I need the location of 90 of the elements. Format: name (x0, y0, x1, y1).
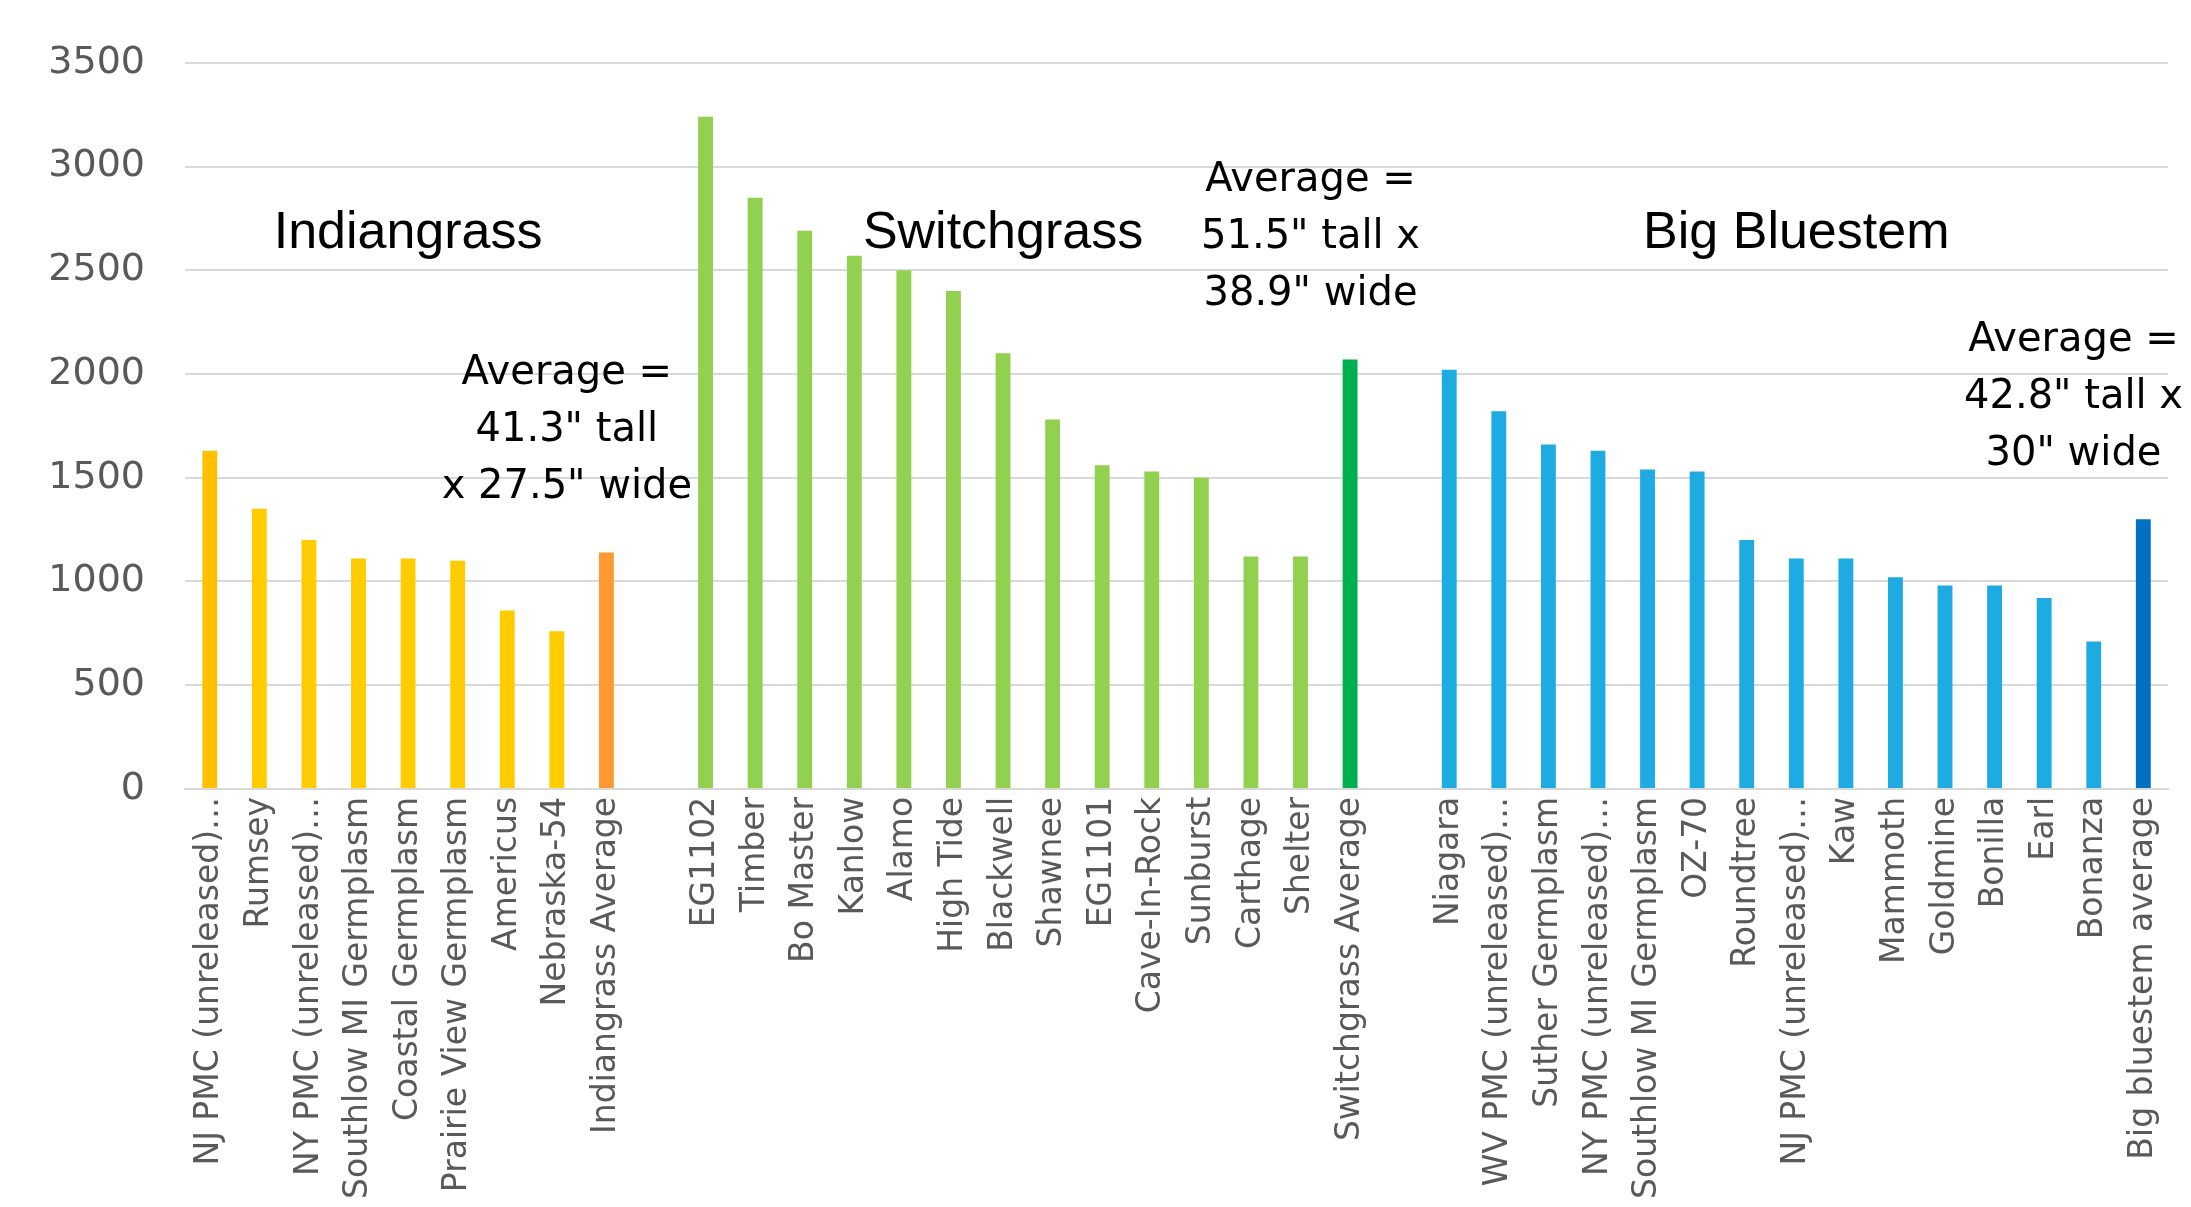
bar (698, 116, 713, 788)
bar (1888, 577, 1903, 788)
bar (1640, 469, 1655, 788)
bar (846, 255, 862, 788)
y-tick-label: 1500 (48, 452, 145, 497)
x-tick-label: Mammoth (1873, 796, 1913, 964)
x-tick-label: Goldmine (1922, 796, 1962, 956)
bar (549, 631, 565, 788)
bar (1689, 471, 1705, 788)
bar (1590, 450, 1606, 788)
x-tick-label: EG1102 (683, 796, 723, 928)
annotation: Switchgrass (862, 200, 1144, 259)
x-tick-label: Sunburst (1178, 796, 1218, 946)
x-tick-label: Americus (484, 796, 524, 951)
bar (2036, 598, 2052, 788)
bar (1045, 419, 1061, 788)
bar (1094, 465, 1110, 788)
annotation: Big Bluestem (1643, 200, 1950, 259)
bar (1838, 558, 1854, 788)
x-tick-label: NY PMC (unreleased)… (1575, 796, 1615, 1176)
bar (2135, 519, 2151, 788)
bar (499, 610, 515, 788)
annotation: Average = 51.5" tall x 38.9" wide (1201, 153, 1420, 314)
bar (946, 291, 961, 788)
x-tick-label: Indiangrass Average (583, 796, 623, 1134)
bar (351, 558, 366, 788)
bar (251, 508, 267, 788)
bar (1243, 556, 1259, 788)
x-tick-label: EG1101 (1079, 796, 1119, 928)
y-tick-label: 2500 (48, 245, 145, 290)
x-tick-label: Shawnee (1030, 796, 1070, 948)
bar (202, 450, 218, 788)
x-tick-label: Southlow MI Germplasm (336, 796, 376, 1199)
bar (1441, 369, 1457, 788)
annotation: Average = 42.8" tall x 30" wide (1964, 313, 2183, 474)
x-tick-label: Kanlow (831, 796, 871, 916)
bar (1739, 539, 1755, 788)
bar (1193, 477, 1209, 788)
x-tick-label: Shelter (1278, 796, 1318, 916)
x-tick-label: Switchgrass Average (1327, 796, 1367, 1142)
y-tick-label: 0 (120, 763, 145, 808)
x-tick-label: Bonanza (2071, 796, 2111, 940)
x-tick-label: Rumsey (236, 796, 276, 929)
bar (1342, 359, 1358, 788)
bar (301, 539, 317, 788)
bar (450, 560, 466, 788)
bar (2086, 641, 2102, 788)
annotation: Average = 41.3" tall x 27.5" wide (441, 346, 693, 507)
x-tick-label: OZ-70 (1674, 796, 1714, 899)
annotation: Indiangrass (273, 200, 543, 259)
x-tick-label: Coastal Germplasm (385, 796, 425, 1122)
x-tick-label: NJ PMC (unreleased)… (1773, 796, 1813, 1166)
x-tick-label: Earl (2021, 796, 2061, 861)
bar (747, 197, 763, 788)
x-tick-label: Timber (732, 796, 772, 914)
x-tick-label: Carthage (1228, 796, 1268, 950)
x-tick-label: Roundtree (1724, 796, 1764, 968)
x-tick-label: NY PMC (unreleased)… (286, 796, 326, 1176)
bar (1540, 444, 1556, 788)
y-tick-label: 2000 (48, 348, 145, 393)
x-tick-label: Southlow MI Germplasm (1625, 796, 1665, 1199)
y-tick-label: 500 (72, 660, 145, 705)
x-tick-label: WV PMC (unreleased)… (1476, 796, 1516, 1187)
bar (1491, 411, 1507, 788)
bar (797, 230, 813, 788)
bar (896, 270, 912, 788)
y-tick-label: 1000 (48, 556, 145, 601)
x-tick-label: Big bluestem average (2120, 796, 2160, 1160)
x-tick-label: Suther Germplasm (1525, 796, 1565, 1108)
y-tick-label: 3000 (48, 141, 145, 186)
x-tick-label: Nebraska-54 (534, 796, 574, 1007)
bar (1788, 558, 1804, 788)
x-tick-label: Alamo (881, 796, 921, 902)
x-tick-label: Prairie View Germplasm (435, 796, 475, 1193)
x-tick-label: Cave-In-Rock (1129, 795, 1169, 1014)
x-tick-label: Blackwell (980, 796, 1020, 952)
bar (1987, 585, 2003, 788)
x-tick-label: Kaw (1823, 796, 1863, 866)
y-tick-label: 3500 (48, 37, 145, 82)
bar (995, 353, 1011, 788)
bar (1937, 585, 1953, 788)
x-tick-label: Bo Master (782, 796, 822, 963)
bar (1144, 471, 1160, 788)
bar (598, 552, 614, 788)
x-tick-label: Bonilla (1972, 796, 2012, 909)
bar (1293, 556, 1308, 788)
x-tick-label: NJ PMC (unreleased)… (187, 796, 227, 1166)
x-tick-label: High Tide (931, 796, 971, 953)
x-tick-label: Niagara (1426, 796, 1466, 926)
bar (400, 558, 416, 788)
